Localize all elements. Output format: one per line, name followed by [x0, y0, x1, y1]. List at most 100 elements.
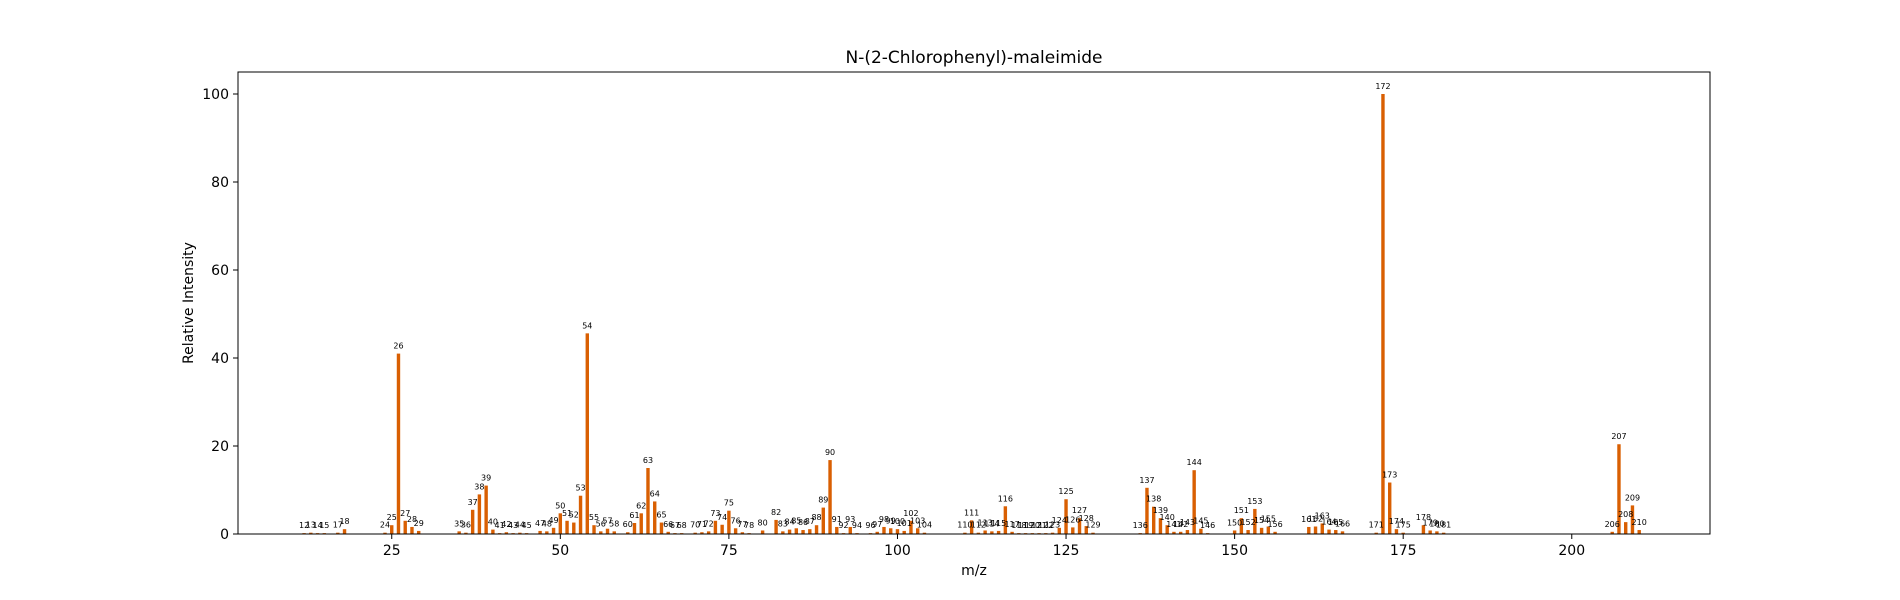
- peak-label-84: 84: [784, 518, 794, 527]
- peak-label-54: 54: [582, 321, 592, 330]
- peak-label-27: 27: [400, 509, 410, 518]
- peak-label-142: 142: [1173, 520, 1188, 529]
- peak-label-207: 207: [1611, 432, 1626, 441]
- y-axis-label: Relative Intensity: [181, 242, 197, 364]
- bar-mz-126: [1071, 527, 1075, 534]
- bar-mz-152: [1246, 530, 1250, 534]
- bar-mz-18: [342, 529, 347, 534]
- peak-label-119: 119: [1018, 521, 1033, 530]
- bar-mz-151: [1239, 518, 1244, 534]
- peak-label-55: 55: [589, 513, 599, 522]
- bar-mz-86: [801, 530, 805, 534]
- bar-mz-82: [774, 519, 778, 534]
- bar-mz-171: [1374, 532, 1378, 534]
- bar-mz-17: [336, 532, 340, 534]
- bar-mz-71: [700, 532, 704, 534]
- bars-group: [302, 94, 1641, 534]
- peak-label-174: 174: [1389, 517, 1404, 526]
- bar-mz-114: [990, 531, 994, 534]
- peak-label-110: 110: [957, 521, 972, 530]
- peak-label-78: 78: [744, 521, 754, 530]
- peak-label-60: 60: [623, 520, 633, 529]
- bar-mz-207: [1617, 444, 1621, 534]
- bar-mz-37: [470, 509, 475, 534]
- bar-mz-162: [1313, 526, 1318, 534]
- bar-mz-137: [1145, 487, 1149, 534]
- bar-mz-115: [996, 530, 1001, 534]
- bar-mz-91: [835, 526, 839, 534]
- bar-mz-64: [653, 501, 657, 534]
- peak-label-100: 100: [890, 517, 905, 526]
- peak-label-181: 181: [1436, 521, 1451, 530]
- x-tick-label: 50: [551, 543, 569, 559]
- peak-label-12: 12: [299, 521, 309, 530]
- peak-label-52: 52: [569, 511, 579, 520]
- peak-label-58: 58: [609, 519, 619, 528]
- bar-mz-38: [477, 494, 482, 534]
- peak-label-115: 115: [991, 519, 1006, 528]
- bar-mz-13: [309, 532, 313, 534]
- bar-mz-129: [1091, 532, 1095, 534]
- peak-label-208: 208: [1618, 510, 1633, 519]
- peak-label-123: 123: [1045, 521, 1060, 530]
- peak-label-62: 62: [636, 501, 646, 510]
- bar-mz-98: [882, 526, 886, 534]
- bar-mz-102: [909, 520, 913, 534]
- peak-label-86: 86: [798, 518, 808, 527]
- peak-label-47: 47: [535, 519, 545, 528]
- y-tick-label: 20: [211, 439, 229, 455]
- peak-label-117: 117: [1004, 520, 1019, 529]
- peak-label-178: 178: [1416, 513, 1431, 522]
- peak-label-68: 68: [677, 521, 687, 530]
- x-axis-label: m/z: [961, 563, 987, 579]
- peak-label-136: 136: [1133, 521, 1148, 530]
- bar-mz-49: [551, 527, 556, 534]
- peak-label-173: 173: [1382, 471, 1397, 480]
- bar-mz-73: [713, 520, 718, 534]
- peak-label-121: 121: [1031, 521, 1046, 530]
- bar-mz-85: [794, 528, 799, 534]
- bar-mz-154: [1259, 527, 1264, 534]
- peak-label-104: 104: [917, 521, 932, 530]
- bar-mz-88: [814, 525, 819, 534]
- y-tick-label: 80: [211, 175, 229, 191]
- bar-mz-60: [626, 532, 630, 534]
- peak-label-99: 99: [886, 516, 896, 525]
- bar-mz-39: [484, 485, 488, 534]
- bar-mz-93: [848, 526, 852, 534]
- bar-mz-47: [538, 530, 542, 534]
- peak-label-175: 175: [1396, 521, 1411, 530]
- peak-label-125: 125: [1058, 487, 1073, 496]
- peak-label-120: 120: [1025, 521, 1040, 530]
- peak-label-56: 56: [596, 519, 606, 528]
- peak-label-180: 180: [1429, 519, 1444, 528]
- peak-label-140: 140: [1160, 513, 1175, 522]
- peak-label-171: 171: [1369, 521, 1384, 530]
- bar-mz-180: [1435, 531, 1439, 534]
- peak-label-156: 156: [1267, 520, 1282, 529]
- peak-label-93: 93: [845, 515, 855, 524]
- bar-mz-35: [457, 531, 461, 534]
- bar-mz-128: [1084, 526, 1088, 534]
- peak-label-71: 71: [697, 520, 707, 529]
- bar-mz-164: [1327, 529, 1331, 534]
- peak-label-103: 103: [910, 516, 925, 525]
- peak-label-72: 72: [704, 519, 714, 528]
- bar-mz-100: [895, 529, 900, 534]
- bar-mz-125: [1064, 499, 1068, 534]
- bar-mz-104: [922, 532, 927, 534]
- bar-mz-51: [565, 520, 569, 534]
- peak-label-90: 90: [825, 448, 835, 457]
- peak-label-24: 24: [380, 521, 390, 530]
- bar-mz-181: [1441, 532, 1446, 534]
- peak-label-146: 146: [1200, 521, 1215, 530]
- y-tick-label: 40: [211, 351, 229, 367]
- peak-label-66: 66: [663, 520, 673, 529]
- peak-label-98: 98: [879, 515, 889, 524]
- peak-label-18: 18: [339, 517, 349, 526]
- peak-label-26: 26: [393, 342, 403, 351]
- peak-label-85: 85: [791, 516, 801, 525]
- bar-mz-80: [760, 530, 765, 534]
- bar-mz-165: [1334, 530, 1338, 534]
- bar-mz-66: [666, 531, 670, 534]
